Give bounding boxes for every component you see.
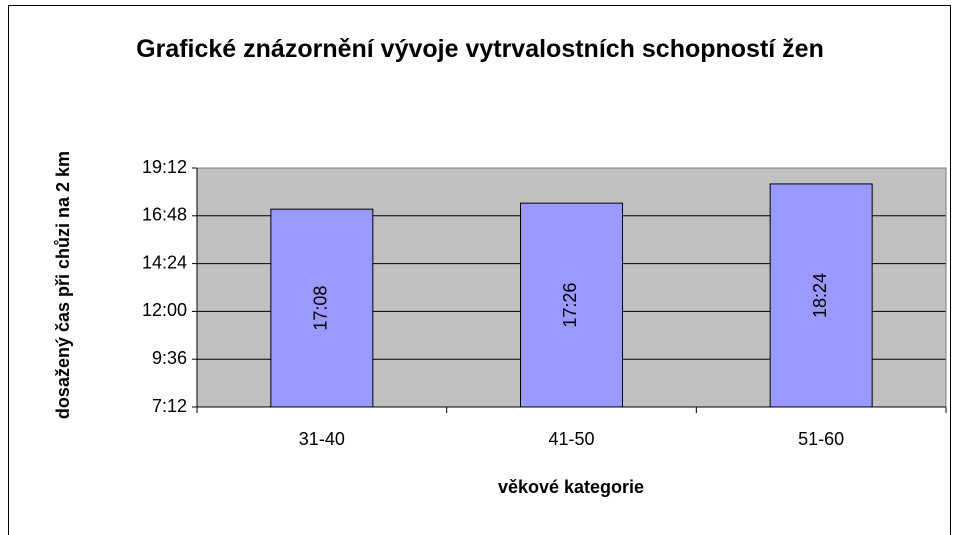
y-tick-label: 12:00 <box>142 300 187 320</box>
bar <box>769 183 873 408</box>
y-tick-label: 19:12 <box>142 157 187 177</box>
x-tick-label: 41-50 <box>548 429 594 449</box>
x-tick-label: 51-60 <box>798 429 844 449</box>
value-label: 18:24 <box>810 273 830 318</box>
y-tick-label: 14:24 <box>142 252 187 272</box>
y-axis-label: dosažený čas při chůzi na 2 km <box>53 150 73 420</box>
y-tick-label: 9:36 <box>152 348 187 368</box>
y-tick-label: 16:48 <box>142 205 187 225</box>
chart-border <box>8 5 951 535</box>
value-label: 17:26 <box>560 283 580 328</box>
value-label: 17:08 <box>311 286 331 331</box>
x-axis-label: věkové kategorie <box>497 477 645 497</box>
bar <box>270 208 374 408</box>
y-tick-label: 7:12 <box>152 396 187 416</box>
chart-title: Grafické znázornění vývoje vytrvalostníc… <box>136 35 824 63</box>
bar <box>520 202 623 408</box>
x-tick-label: 31-40 <box>299 429 345 449</box>
